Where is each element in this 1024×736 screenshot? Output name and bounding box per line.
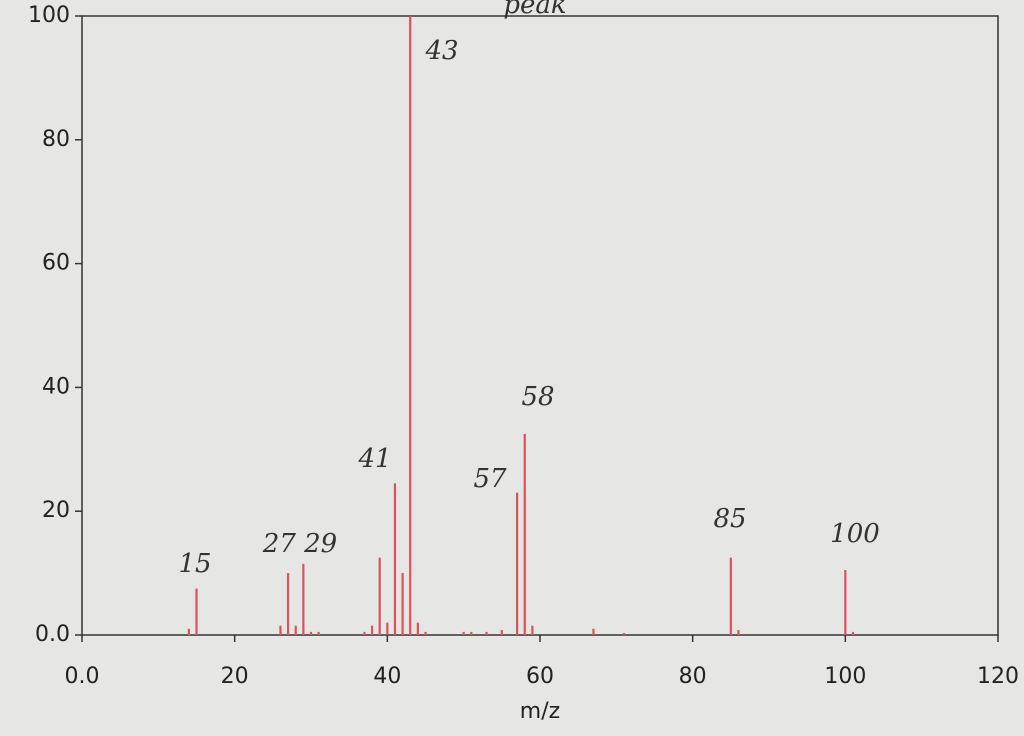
x-tick-label: 20 [221,664,249,689]
x-tick-label: 100 [824,664,866,689]
x-tick-label: 120 [977,664,1019,689]
handwritten-note: 27 29 [262,529,337,559]
handwritten-note: 43 [424,36,458,66]
x-tick-label: 40 [373,664,401,689]
x-axis-label: m/z [520,699,560,724]
y-tick-label: 20 [42,498,70,523]
y-tick-label: 40 [42,374,70,399]
handwritten-note: 58 [521,382,554,412]
handwritten-note: peak [503,0,566,20]
y-tick-label: 0.0 [35,622,70,647]
x-tick-label: 60 [526,664,554,689]
y-tick-label: 100 [28,3,70,28]
handwritten-note: 41 [357,444,391,474]
handwritten-note: 15 [178,549,211,579]
handwritten-note: 85 [713,504,746,534]
y-tick-label: 60 [42,251,70,276]
y-tick-label: 80 [42,127,70,152]
x-tick-label: 0.0 [65,664,100,689]
handwritten-note: 57 [473,464,507,494]
handwritten-note: 100 [830,519,880,549]
x-tick-label: 80 [679,664,707,689]
